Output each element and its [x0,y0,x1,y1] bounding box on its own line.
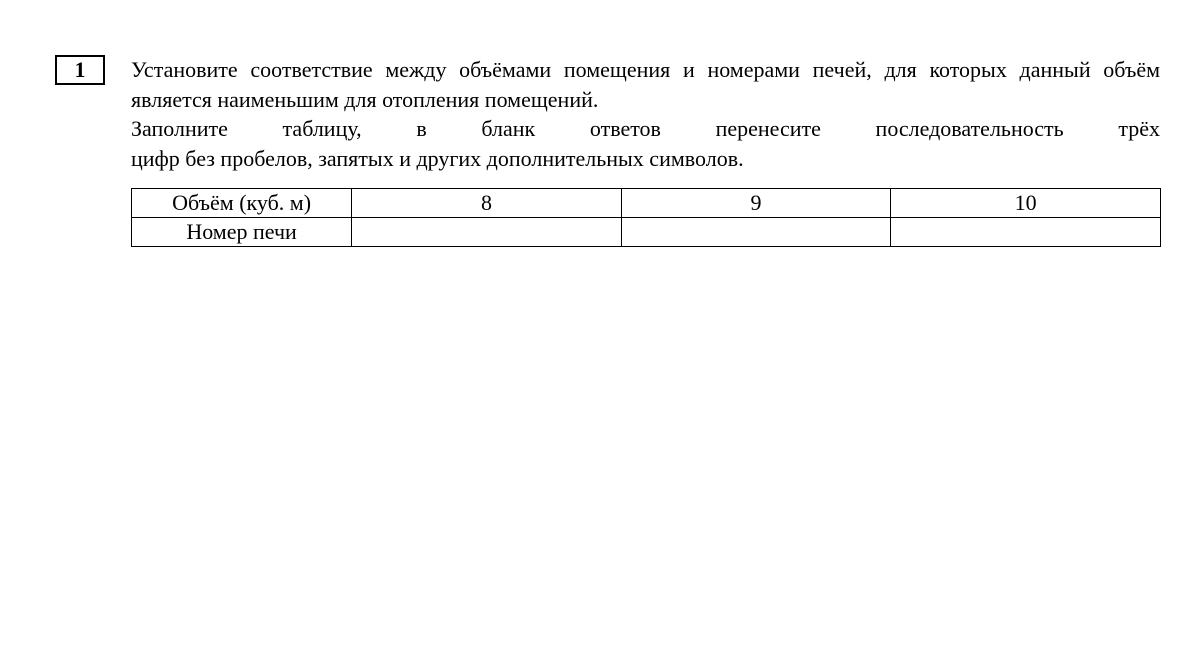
table-cell [621,217,891,246]
exam-problem: 1 Установите соответствие между объёмами… [0,0,1200,247]
problem-text-line-1: Установите соответствие между объёмами п… [131,55,1160,114]
table-cell [891,217,1161,246]
problem-text-line-2: Заполните таблицу, в бланк ответов перен… [131,114,1160,144]
problem-text: Установите соответствие между объёмами п… [131,55,1160,174]
table-row: Объём (куб. м) 8 9 10 [132,188,1161,217]
table-cell: 8 [352,188,622,217]
table-row: Номер печи [132,217,1161,246]
table-cell [352,217,622,246]
row-header: Объём (куб. м) [132,188,352,217]
problem-number: 1 [75,57,86,82]
answer-table: Объём (куб. м) 8 9 10 Номер печи [131,188,1161,247]
table-cell: 9 [621,188,891,217]
row-header: Номер печи [132,217,352,246]
problem-number-box: 1 [55,55,105,85]
problem-text-line-3: цифр без пробелов, запятых и других допо… [131,144,1160,174]
table-cell: 10 [891,188,1161,217]
